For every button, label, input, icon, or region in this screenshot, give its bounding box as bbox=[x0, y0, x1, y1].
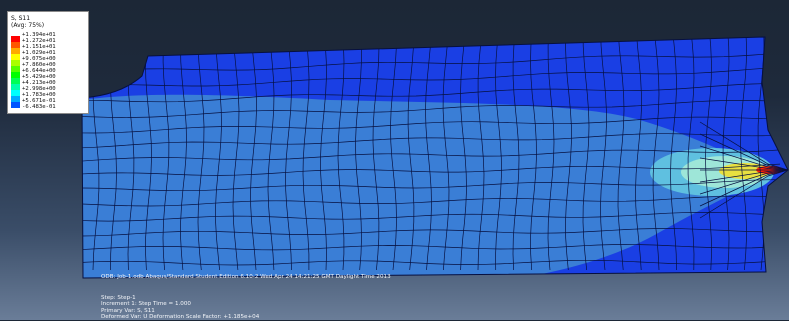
mesh-line bbox=[82, 116, 781, 134]
mesh-line bbox=[512, 37, 520, 271]
mesh-line bbox=[197, 37, 205, 271]
legend-swatch bbox=[11, 96, 20, 102]
legend-color-bar bbox=[11, 36, 20, 108]
mesh-line bbox=[699, 121, 788, 171]
legend-swatch bbox=[11, 90, 20, 96]
legend-tick-label: +6.644e+00 bbox=[22, 68, 56, 74]
mesh-line bbox=[82, 212, 781, 222]
legend-tick-label: +1.272e+01 bbox=[22, 38, 56, 44]
mesh-line bbox=[82, 244, 781, 251]
mesh-line bbox=[320, 37, 327, 271]
mesh-vertical-lines bbox=[92, 37, 788, 271]
mesh-line bbox=[82, 83, 781, 103]
mesh-line bbox=[82, 67, 781, 87]
legend-tick-label: +2.998e+00 bbox=[22, 86, 56, 92]
mesh-line bbox=[495, 37, 502, 271]
mesh-line bbox=[82, 195, 781, 207]
mesh-line bbox=[477, 37, 485, 271]
mesh-line bbox=[82, 179, 781, 192]
mesh-line bbox=[740, 37, 747, 271]
medium-stress-region bbox=[82, 94, 760, 278]
legend-swatch bbox=[11, 66, 20, 72]
legend-swatch bbox=[11, 36, 20, 42]
legend-tick-label: +9.075e+00 bbox=[22, 56, 56, 62]
legend-tick-label: +1.783e+00 bbox=[22, 92, 56, 98]
mesh-line bbox=[82, 52, 781, 74]
legend-swatch bbox=[11, 48, 20, 54]
mesh-line bbox=[82, 149, 781, 162]
legend-swatch bbox=[11, 54, 20, 60]
mesh-line bbox=[699, 169, 788, 183]
contour-legend: S, S11 (Avg: 75%) +1.394e+01 +1.272e+01 +1… bbox=[7, 11, 89, 114]
mesh-line bbox=[547, 37, 555, 271]
increment-label: Increment 1: Step Time = 1.000 bbox=[101, 301, 191, 308]
mesh-line bbox=[285, 37, 292, 271]
legend-tick-labels: +1.394e+01 +1.272e+01 +1.151e+01 +1.029e+01… bbox=[22, 32, 56, 110]
legend-swatch bbox=[11, 102, 20, 108]
mesh-line bbox=[267, 37, 275, 271]
mesh-line bbox=[355, 37, 362, 271]
mesh-line bbox=[722, 37, 730, 271]
legend-swatch bbox=[11, 60, 20, 66]
step-label: Step: Step-1 bbox=[101, 295, 136, 301]
primary-var-label: Primary Var: S, S11 bbox=[101, 307, 155, 314]
mesh-line bbox=[442, 37, 450, 271]
mesh-line bbox=[215, 37, 222, 271]
mesh-line bbox=[635, 37, 642, 271]
mesh-line bbox=[699, 133, 788, 171]
mesh-line bbox=[250, 37, 257, 271]
mesh-line bbox=[652, 37, 660, 271]
legend-tick-label: +7.860e+00 bbox=[22, 62, 56, 68]
legend-tick-label: +5.429e+00 bbox=[22, 74, 56, 80]
mesh-line bbox=[687, 37, 695, 271]
mesh-line bbox=[617, 37, 625, 271]
mesh-line bbox=[600, 37, 607, 271]
mesh-line bbox=[180, 37, 187, 271]
legend-swatch bbox=[11, 78, 20, 84]
mesh-line bbox=[145, 37, 152, 271]
mesh-line bbox=[302, 37, 310, 270]
legend-tick-label: -6.483e-01 bbox=[22, 104, 56, 110]
mesh-line bbox=[699, 145, 788, 171]
mesh-line bbox=[699, 157, 788, 171]
mesh-line bbox=[565, 37, 572, 271]
mesh-line bbox=[460, 37, 467, 271]
mesh-line bbox=[82, 133, 781, 149]
mesh-line bbox=[82, 259, 781, 266]
mesh-line bbox=[407, 37, 415, 271]
mesh-line bbox=[390, 37, 397, 271]
mesh-line bbox=[232, 37, 240, 271]
mesh-line bbox=[425, 37, 432, 271]
mesh-line bbox=[670, 37, 677, 271]
legend-tick-label: +1.394e+01 bbox=[22, 32, 56, 38]
legend-tick-label: +1.029e+01 bbox=[22, 50, 56, 56]
mesh-line bbox=[337, 37, 345, 271]
mesh-line bbox=[530, 37, 537, 271]
legend-tick-label: +5.671e-01 bbox=[22, 98, 56, 104]
odb-info-line: ODB: Job-1.odb Abaqus/Standard Student E… bbox=[101, 274, 391, 280]
mesh-line bbox=[699, 169, 788, 219]
mesh-line bbox=[82, 100, 781, 118]
legend-swatch bbox=[11, 84, 20, 90]
legend-averaging: (Avg: 75%) bbox=[11, 22, 45, 29]
legend-tick-label: +1.151e+01 bbox=[22, 44, 56, 50]
mesh-line bbox=[699, 169, 788, 195]
mesh-line bbox=[705, 37, 712, 271]
mesh-line bbox=[372, 37, 380, 271]
legend-variable: S, S11 bbox=[11, 15, 31, 22]
legend-swatch bbox=[11, 72, 20, 78]
legend-swatch bbox=[11, 42, 20, 48]
legend-tick-label: +4.213e+00 bbox=[22, 80, 56, 86]
mesh-line bbox=[162, 37, 170, 271]
mesh-line bbox=[582, 37, 590, 271]
deformed-var-label: Deformed Var: U Deformation Scale Factor… bbox=[101, 314, 260, 321]
mesh-line bbox=[699, 169, 788, 207]
step-info-block: Step: Step-1 Increment 1: Step Time = 1.… bbox=[101, 295, 259, 321]
